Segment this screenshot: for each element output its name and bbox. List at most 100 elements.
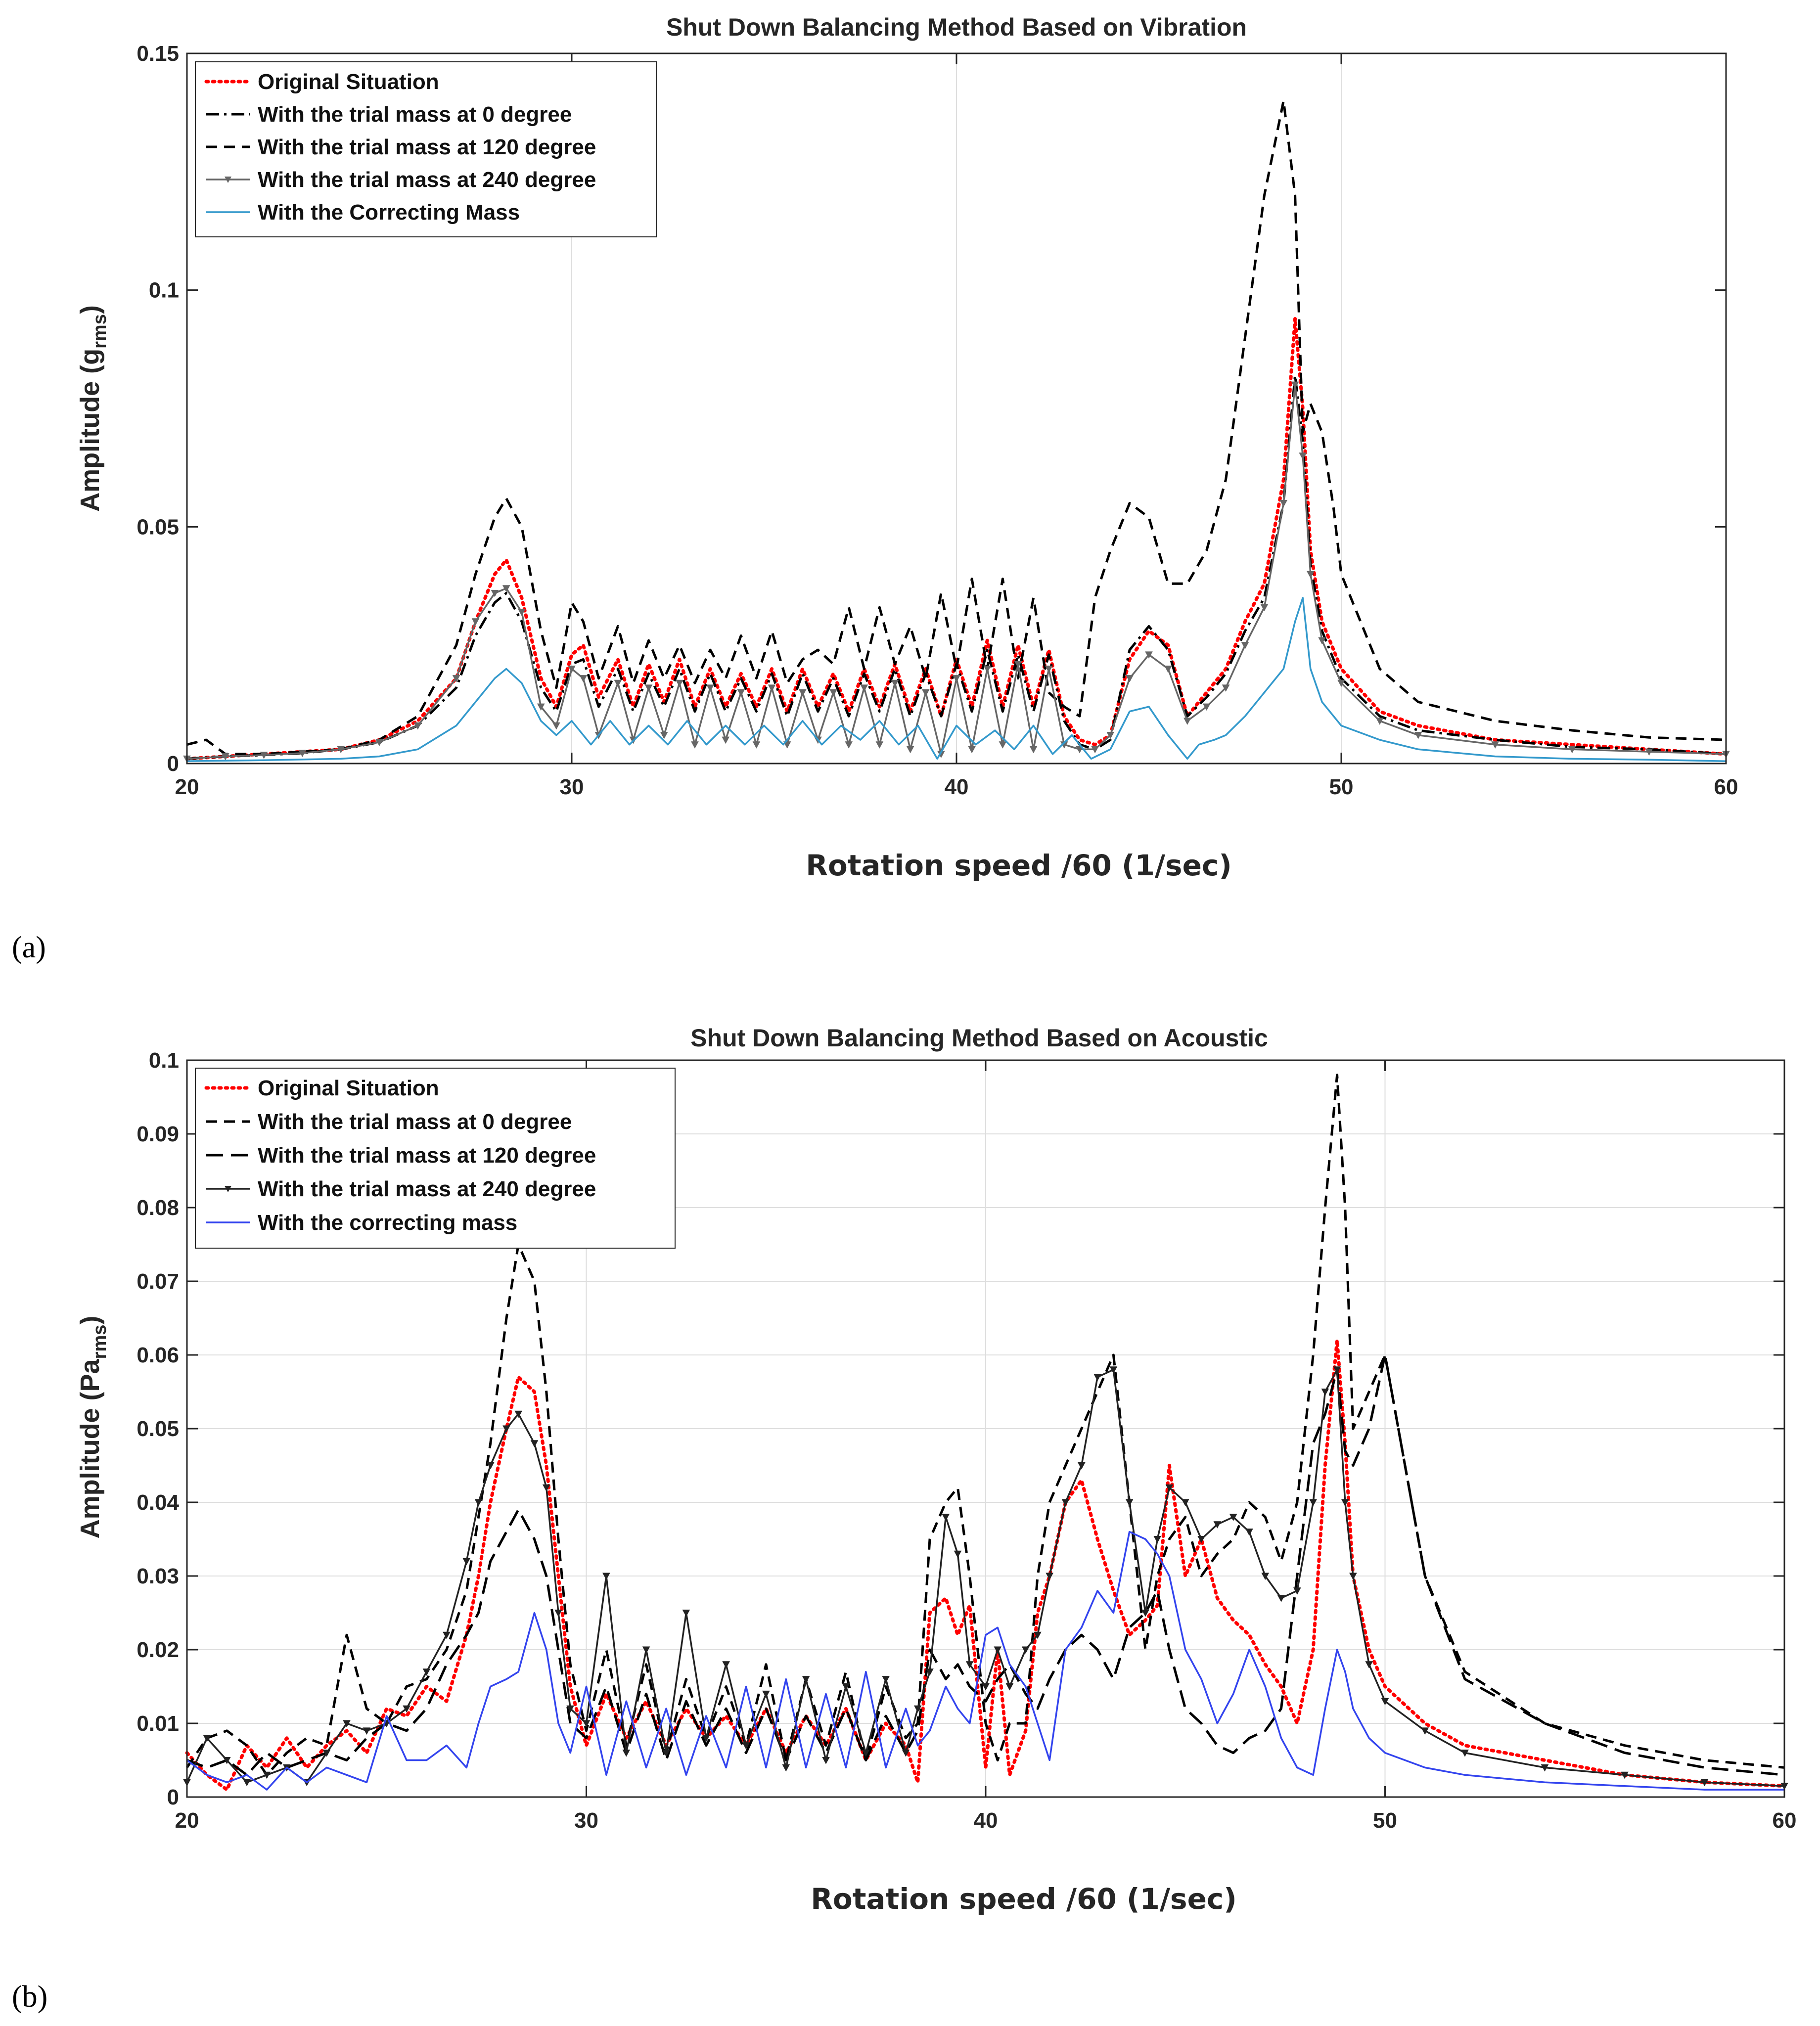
series-marker (706, 684, 714, 692)
series-marker (676, 679, 683, 687)
series-marker (906, 746, 914, 754)
series-marker (1077, 1462, 1086, 1470)
series-marker (1222, 684, 1230, 692)
series-marker (614, 679, 622, 687)
series-marker (502, 585, 510, 592)
series-marker (602, 1573, 610, 1580)
series-marker (982, 1683, 990, 1691)
series-marker (491, 589, 499, 597)
series-marker (1421, 1727, 1429, 1735)
legend-marker (225, 1186, 231, 1192)
series-marker (1541, 1764, 1549, 1772)
series-marker (660, 732, 668, 739)
series-marker (1621, 1771, 1629, 1779)
series-marker (862, 1750, 870, 1757)
series-marker (1014, 661, 1022, 669)
series-marker (322, 1750, 331, 1757)
series-marker (566, 1705, 575, 1713)
series-marker (702, 1735, 710, 1742)
series-marker (1318, 637, 1326, 645)
series-marker (514, 1410, 523, 1418)
legend-label-5: With the correcting mass (258, 1211, 517, 1235)
series-marker (1164, 666, 1172, 673)
series-line-4 (186, 384, 1727, 760)
chart-a-series (183, 99, 1730, 763)
series-marker (1005, 1683, 1014, 1691)
chart-b-legend: Original Situation With the trial mass at… (195, 1068, 676, 1249)
series-marker (1306, 571, 1315, 579)
series-marker (462, 1558, 471, 1566)
series-marker (1197, 1536, 1205, 1543)
chart-a-title: Shut Down Balancing Method Based on Vibr… (666, 13, 1247, 41)
chart-a-ticks: 20 30 40 50 60 0 0.05 0.1 0.15 (136, 42, 1738, 799)
series-marker (1109, 1366, 1118, 1374)
series-marker (375, 739, 383, 746)
series-marker (1261, 1573, 1270, 1580)
x-tick-label: 50 (1373, 1808, 1397, 1833)
series-marker (1293, 1587, 1301, 1595)
series-marker (953, 675, 960, 682)
chart-a-xlabel: Rotation speed /60 (1/sec) (806, 849, 1232, 882)
y-tick-label: 0.15 (136, 42, 179, 66)
legend-label-1: Original Situation (258, 70, 439, 94)
series-marker (913, 1705, 922, 1713)
series-marker (1333, 1366, 1341, 1374)
x-tick-label: 50 (1329, 775, 1354, 799)
series-marker (363, 1727, 371, 1735)
y-tick-label: 0 (167, 752, 179, 776)
series-marker (298, 750, 307, 757)
legend-box (195, 61, 657, 237)
series-marker (1277, 1595, 1285, 1602)
series-marker (802, 1676, 810, 1683)
series-marker (954, 1550, 962, 1558)
series-marker (722, 1661, 730, 1668)
series-marker (1365, 1661, 1373, 1668)
series-line-3 (186, 99, 1727, 756)
series-marker (502, 1425, 510, 1433)
series-marker (642, 1646, 650, 1654)
series-marker (337, 746, 345, 754)
series-marker (1106, 732, 1115, 739)
series-marker (1568, 746, 1576, 754)
legend-label-4: With the trial mass at 240 degree (258, 168, 596, 192)
x-tick-label: 60 (1714, 775, 1738, 799)
y-tick-label: 0.06 (136, 1343, 179, 1367)
series-marker (1291, 381, 1299, 389)
series-marker (1021, 1646, 1030, 1654)
x-tick-label: 20 (175, 775, 199, 799)
series-marker (845, 741, 853, 749)
series-marker (452, 675, 460, 682)
y-tick-label: 0.08 (136, 1196, 179, 1220)
series-marker (537, 703, 545, 711)
y-tick-label: 0.05 (136, 1417, 179, 1441)
series-marker (860, 684, 868, 692)
series-marker (1153, 1536, 1162, 1543)
panel-label-b: (b) (12, 1980, 47, 2014)
series-marker (223, 1757, 231, 1764)
series-marker (1375, 718, 1384, 725)
y-tick-label: 0.1 (149, 278, 179, 303)
series-marker (842, 1683, 850, 1691)
series-marker (875, 741, 884, 749)
series-line-4 (186, 1369, 1785, 1787)
series-marker (1126, 675, 1134, 682)
series-marker (1229, 1514, 1237, 1521)
series-marker (1061, 1499, 1070, 1507)
series-marker (1341, 1499, 1349, 1507)
series-marker (994, 1646, 1002, 1654)
series-marker (942, 1514, 950, 1521)
series-marker (413, 722, 422, 730)
y-tick-label: 0.1 (149, 1048, 179, 1073)
series-marker (737, 689, 745, 697)
x-tick-label: 20 (175, 1808, 199, 1833)
series-marker (518, 609, 526, 616)
x-tick-label: 40 (974, 1808, 998, 1833)
series-marker (1309, 1499, 1317, 1507)
series-marker (1091, 746, 1099, 754)
legend-label-3: With the trial mass at 120 degree (258, 1143, 596, 1168)
series-marker (203, 1735, 211, 1742)
x-tick-label: 30 (574, 1808, 598, 1833)
series-marker (260, 752, 268, 759)
series-marker (921, 689, 930, 697)
